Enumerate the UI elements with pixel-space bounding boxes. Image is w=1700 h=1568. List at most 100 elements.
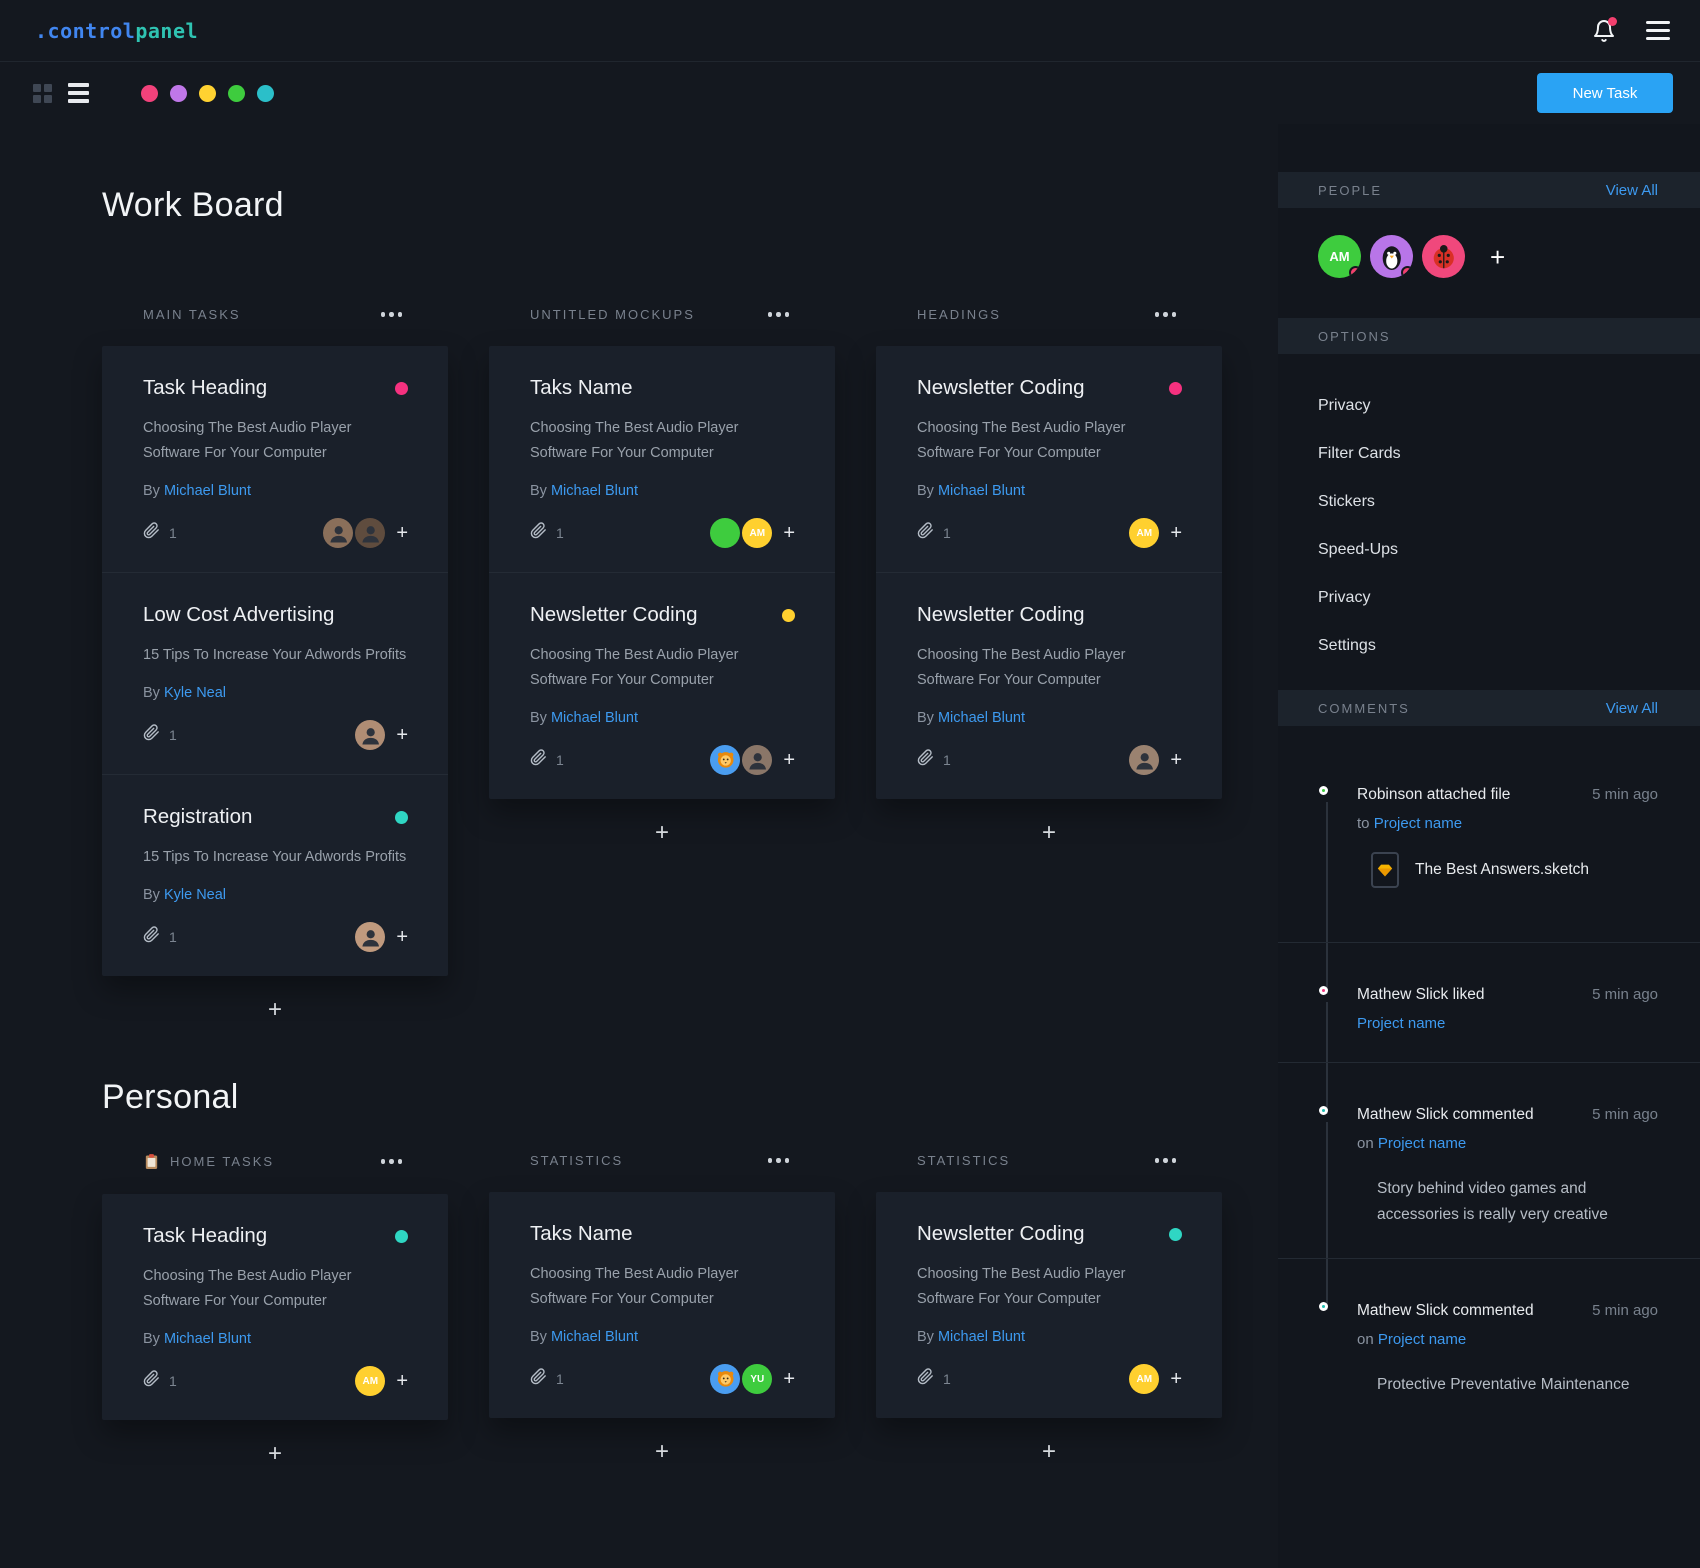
attachment-count: 1 bbox=[169, 727, 177, 743]
task-card: Low Cost Advertising 15 Tips To Increase … bbox=[102, 572, 448, 774]
column-title: STATISTICS bbox=[917, 1153, 1010, 1168]
card-footer: 1 + bbox=[143, 720, 408, 750]
option-item-stickers[interactable]: Stickers bbox=[1318, 493, 1375, 510]
column-menu-icon[interactable] bbox=[380, 1155, 402, 1168]
card-byline: By Michael Blunt bbox=[143, 483, 408, 499]
column-panel: Task Heading Choosing The Best Audio Play… bbox=[102, 1194, 448, 1420]
filter-dot-2[interactable] bbox=[199, 84, 216, 102]
add-card-button[interactable]: + bbox=[1041, 819, 1056, 846]
add-member-button[interactable]: + bbox=[396, 724, 408, 746]
author-link[interactable]: Michael Blunt bbox=[163, 1331, 251, 1347]
column-menu-icon[interactable] bbox=[380, 308, 402, 321]
project-name-link[interactable]: Project name bbox=[1357, 1015, 1446, 1032]
add-person-button[interactable]: + bbox=[1490, 241, 1506, 272]
people-avatar: AM bbox=[1318, 235, 1361, 278]
right-sidebar: PEOPLE View All AM + OPTIONS Privacy Filte… bbox=[1278, 124, 1700, 1568]
project-name-link[interactable]: Project name bbox=[1377, 1331, 1467, 1348]
header-actions bbox=[1592, 16, 1670, 43]
author-link[interactable]: Michael Blunt bbox=[937, 483, 1025, 499]
card-title-row: Newsletter Coding bbox=[917, 1222, 1182, 1246]
attachment-count: 1 bbox=[556, 752, 564, 768]
option-item-privacy[interactable]: Privacy bbox=[1318, 397, 1371, 414]
grid-view-icon[interactable] bbox=[33, 83, 52, 103]
add-card-button[interactable]: + bbox=[1041, 1438, 1056, 1465]
column-panel: Newsletter Coding Choosing The Best Audio… bbox=[876, 1192, 1222, 1418]
avatar-stack bbox=[710, 745, 773, 775]
filter-dot-1[interactable] bbox=[170, 84, 187, 102]
add-member-button[interactable]: + bbox=[1170, 1368, 1182, 1390]
column-panel: Taks Name Choosing The Best Audio Player … bbox=[489, 1192, 835, 1418]
author-link[interactable]: Michael Blunt bbox=[937, 710, 1025, 726]
people-title: PEOPLE bbox=[1318, 182, 1383, 198]
filter-dot-0[interactable] bbox=[141, 84, 158, 102]
option-item-speed-ups[interactable]: Speed-Ups bbox=[1318, 541, 1399, 558]
add-member-button[interactable]: + bbox=[1170, 749, 1182, 771]
add-card-button[interactable]: + bbox=[654, 1438, 669, 1465]
timeline-line bbox=[1326, 1063, 1328, 1114]
column-menu-icon[interactable] bbox=[1154, 1154, 1176, 1167]
add-card-button[interactable]: + bbox=[267, 996, 282, 1023]
filter-dot-4[interactable] bbox=[257, 84, 274, 102]
column-menu-icon[interactable] bbox=[767, 308, 789, 321]
author-link[interactable]: Michael Blunt bbox=[550, 483, 638, 499]
column-menu-icon[interactable] bbox=[1154, 308, 1176, 321]
column-menu-icon[interactable] bbox=[767, 1154, 789, 1167]
add-member-button[interactable]: + bbox=[396, 926, 408, 948]
card-description: 15 Tips To Increase Your Adwords Profits bbox=[143, 647, 407, 663]
comment-preposition: on bbox=[1357, 1331, 1378, 1348]
card-title-row: Registration bbox=[143, 805, 408, 829]
card-byline: By Michael Blunt bbox=[917, 483, 1182, 499]
avatar-initials: AM bbox=[749, 527, 766, 539]
attachment-indicator: 1 bbox=[143, 926, 177, 948]
filter-dot-3[interactable] bbox=[228, 84, 245, 102]
option-item-filter-cards[interactable]: Filter Cards bbox=[1318, 445, 1401, 462]
task-card: Newsletter Coding Choosing The Best Audio… bbox=[876, 346, 1222, 572]
author-link[interactable]: Michael Blunt bbox=[550, 710, 638, 726]
people-view-all-link[interactable]: View All bbox=[1605, 181, 1658, 199]
card-title-row: Task Heading bbox=[143, 376, 408, 400]
avatar-initials: AM bbox=[1136, 527, 1153, 539]
card-footer: 1 AM + bbox=[917, 518, 1182, 548]
new-task-button[interactable]: New Task bbox=[1537, 73, 1673, 113]
add-member-button[interactable]: + bbox=[396, 522, 408, 544]
card-byline: By Kyle Neal bbox=[143, 685, 408, 701]
initials-avatar: YU bbox=[742, 1364, 773, 1394]
author-link[interactable]: Kyle Neal bbox=[163, 887, 227, 903]
author-link[interactable]: Michael Blunt bbox=[937, 1329, 1025, 1345]
list-view-icon[interactable] bbox=[68, 83, 89, 103]
board-column: HOME TASKS Task Heading Choosing The Best … bbox=[102, 1153, 448, 1468]
author-link[interactable]: Michael Blunt bbox=[550, 1329, 638, 1345]
card-title-row: Newsletter Coding bbox=[917, 376, 1182, 400]
project-name-link[interactable]: Project name bbox=[1377, 1135, 1467, 1152]
avatar-stack: YU bbox=[710, 1364, 773, 1394]
add-card-button[interactable]: + bbox=[654, 819, 669, 846]
bell-icon[interactable] bbox=[1592, 16, 1617, 43]
comments-view-all-link[interactable]: View All bbox=[1605, 699, 1658, 717]
option-item-settings[interactable]: Settings bbox=[1318, 637, 1376, 654]
add-card-button[interactable]: + bbox=[267, 1440, 282, 1467]
add-member-button[interactable]: + bbox=[783, 749, 795, 771]
hamburger-icon[interactable] bbox=[1646, 21, 1670, 40]
author-link[interactable]: Michael Blunt bbox=[163, 483, 251, 499]
paperclip-icon bbox=[917, 1368, 934, 1390]
author-link[interactable]: Kyle Neal bbox=[163, 685, 227, 701]
attachment-count: 1 bbox=[943, 525, 951, 541]
add-member-button[interactable]: + bbox=[783, 522, 795, 544]
paperclip-icon bbox=[143, 522, 160, 544]
avatar-stack bbox=[323, 518, 386, 548]
option-item-privacy[interactable]: Privacy bbox=[1318, 589, 1371, 606]
person-avatar bbox=[355, 720, 386, 750]
card-description: Choosing The Best Audio Player Software … bbox=[143, 1268, 352, 1309]
timeline-line bbox=[1326, 1122, 1328, 1258]
comment-item: Robinson attached file 5 min ago to Projec… bbox=[1278, 726, 1700, 943]
project-name-link[interactable]: Project name bbox=[1373, 815, 1463, 832]
add-member-button[interactable]: + bbox=[396, 1370, 408, 1392]
paperclip-icon bbox=[530, 522, 547, 544]
logo-second: panel bbox=[135, 18, 199, 43]
attached-file-chip[interactable]: The Best Answers.sketch bbox=[1371, 852, 1658, 888]
card-title: Newsletter Coding bbox=[917, 376, 1085, 399]
paperclip-icon bbox=[530, 749, 547, 771]
add-member-button[interactable]: + bbox=[783, 1368, 795, 1390]
add-member-button[interactable]: + bbox=[1170, 522, 1182, 544]
card-description: Choosing The Best Audio Player Software … bbox=[143, 420, 352, 461]
